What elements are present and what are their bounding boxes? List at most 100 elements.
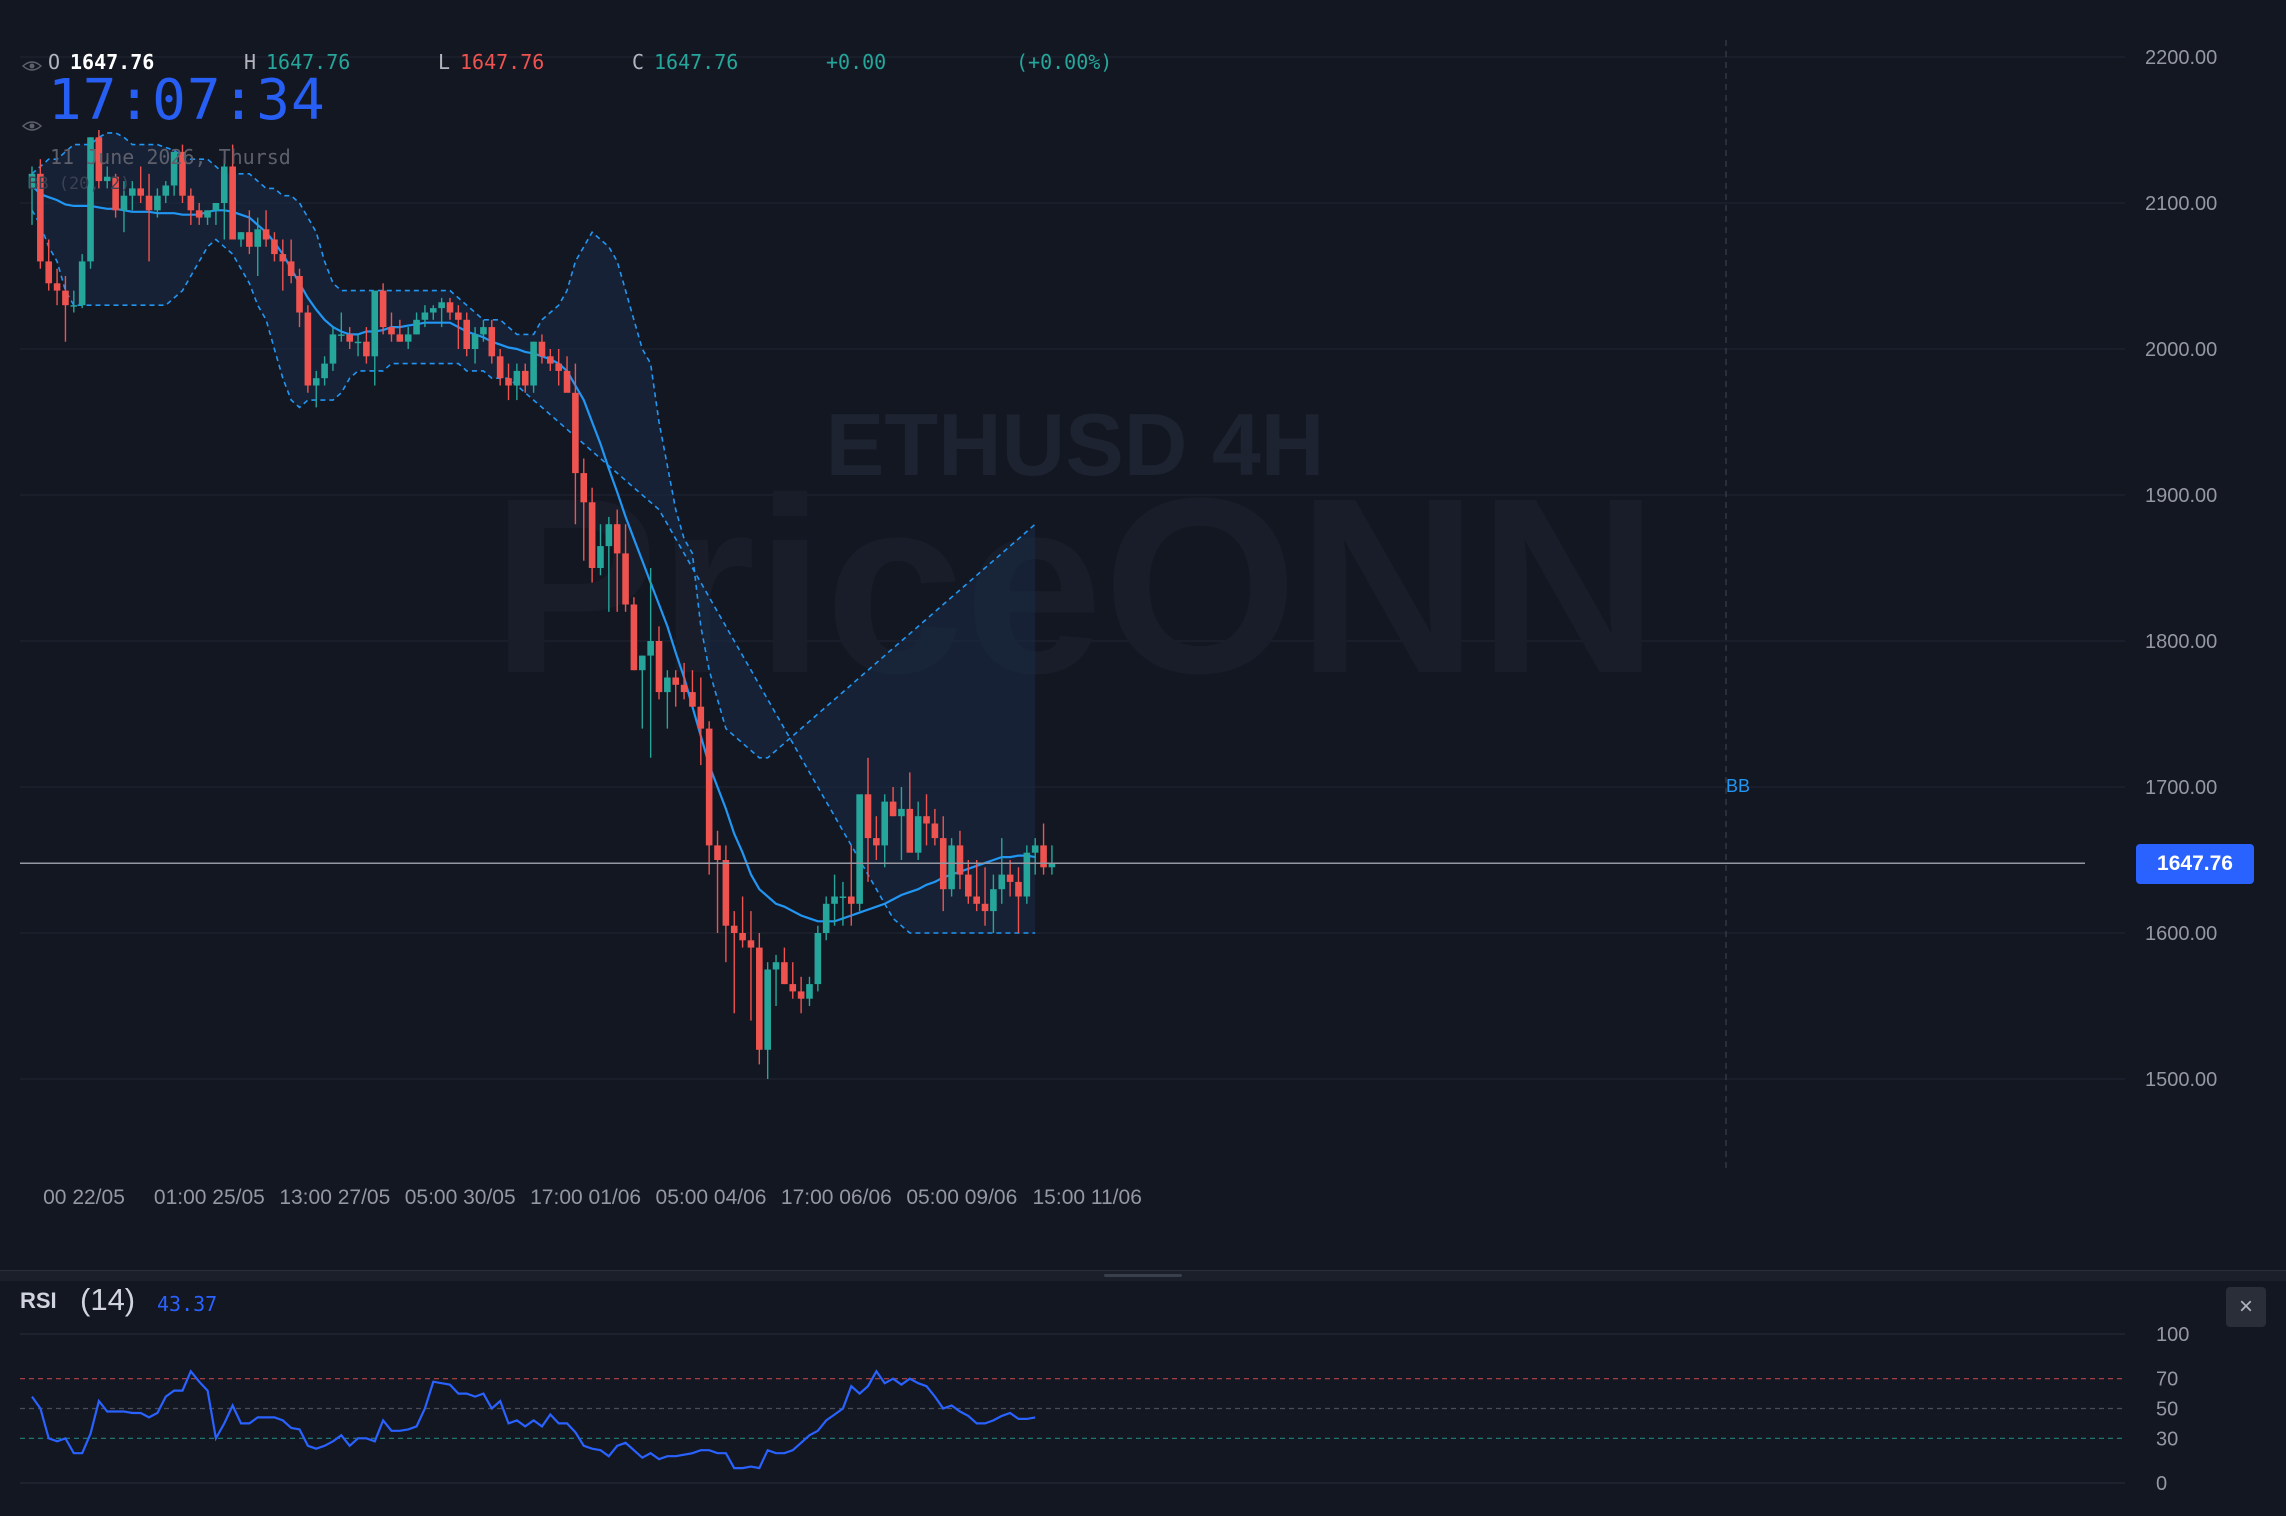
candle-body: [923, 816, 930, 824]
candle-body: [1031, 845, 1039, 853]
candle: [496, 349, 504, 386]
candle-body: [638, 655, 646, 671]
candle-body: [572, 392, 579, 474]
candle-body: [262, 229, 270, 240]
candle: [505, 363, 512, 401]
candle-body: [37, 173, 44, 262]
candle-body: [847, 896, 855, 904]
candle: [363, 327, 370, 364]
candle-body: [129, 188, 136, 196]
candle: [70, 290, 78, 313]
candle-body: [312, 378, 320, 386]
candle-body: [914, 816, 922, 853]
candle: [53, 268, 61, 306]
candle: [488, 319, 496, 364]
change-value: +0.00: [826, 50, 887, 74]
candle-body: [722, 860, 730, 926]
candle-body: [463, 319, 471, 349]
candle-body: [429, 308, 437, 313]
candle-body: [547, 356, 554, 364]
pane-resize-handle[interactable]: [1104, 1274, 1182, 1277]
candle: [371, 290, 379, 386]
rsi-line: [31, 1369, 1036, 1470]
candle: [421, 305, 429, 328]
candle: [739, 896, 746, 948]
watermark-symbol: ETHUSD 4H: [826, 395, 1325, 494]
open-label: O: [48, 50, 61, 74]
candle: [1048, 845, 1056, 875]
candle-body: [789, 984, 797, 992]
candle-body: [521, 370, 529, 386]
close-icon[interactable]: ×: [2226, 1287, 2266, 1327]
candle-body: [204, 210, 211, 218]
indicator-legend[interactable]: BB (20, 2): [28, 174, 131, 194]
candle: [1015, 867, 1022, 933]
candle: [981, 867, 989, 926]
candle: [689, 670, 696, 707]
rsi-title: RSI: [20, 1288, 57, 1313]
candle: [254, 217, 262, 276]
price-chart[interactable]: 1500.00 1600.00 1700.00 1800.00 1900.00 2000.…: [0, 0, 2286, 1270]
y-tick-label: 1500.00: [2145, 1069, 2217, 1091]
candle: [396, 319, 404, 342]
x-tick-label: 15:00 11/06: [1033, 1186, 1142, 1209]
candle: [856, 794, 863, 912]
bb-fill: [32, 132, 1036, 933]
rsi-value: 43.37: [157, 1292, 218, 1316]
candle-body: [530, 341, 537, 386]
x-tick-label: 13:00 27/05: [279, 1186, 390, 1209]
candle: [271, 232, 278, 262]
candle: [998, 838, 1006, 904]
x-tick-label: 00 22/05: [43, 1186, 125, 1209]
candle-body: [95, 137, 103, 182]
candle: [195, 203, 203, 225]
candle: [204, 210, 211, 225]
candle-body: [371, 290, 379, 357]
candle-body: [62, 290, 69, 306]
candle: [990, 874, 997, 933]
candle: [246, 210, 253, 255]
candle: [831, 874, 838, 926]
candle-body: [764, 969, 771, 1050]
current-price-tag: 1647.76: [2136, 844, 2254, 884]
rsi-chart[interactable]: 0 30 50 70 100: [0, 1286, 2286, 1516]
candle-body: [321, 363, 328, 379]
candle-body: [814, 933, 822, 985]
candle: [338, 312, 345, 342]
candle: [129, 181, 136, 211]
candle-body: [998, 874, 1006, 890]
rsi-tick-label: 30: [2156, 1428, 2178, 1450]
candle-body: [613, 524, 621, 554]
candle-body: [622, 553, 629, 605]
candle: [973, 860, 980, 912]
y-tick-label: 1600.00: [2145, 923, 2217, 945]
candle: [705, 721, 713, 875]
candle-body: [455, 312, 462, 320]
candle-body: [580, 473, 588, 503]
x-tick-label: 17:00 01/06: [530, 1186, 641, 1209]
candle: [229, 144, 236, 240]
close-label: C: [632, 50, 645, 74]
clock-display: 17:07:34: [48, 68, 326, 133]
y-tick-label: 1700.00: [2145, 777, 2217, 799]
candle-body: [254, 229, 262, 247]
candle-body: [906, 808, 914, 853]
candle-body: [195, 210, 203, 218]
eye-icon[interactable]: [22, 120, 42, 132]
candle-body: [697, 706, 705, 729]
candle-body: [856, 794, 863, 904]
candle-body: [480, 327, 487, 335]
candle-body: [421, 312, 429, 320]
candle: [814, 925, 822, 992]
open-value: 1647.76: [70, 50, 155, 74]
candle: [873, 816, 880, 860]
y-tick-label: 2100.00: [2145, 193, 2217, 215]
candle: [87, 137, 94, 269]
date-display: 11 June 2026, Thursd: [50, 145, 291, 169]
eye-icon[interactable]: [22, 60, 42, 72]
candle: [279, 239, 287, 291]
candle-body: [647, 641, 654, 656]
candle: [1031, 838, 1039, 875]
candle-body: [413, 319, 420, 335]
candle-body: [28, 173, 36, 189]
